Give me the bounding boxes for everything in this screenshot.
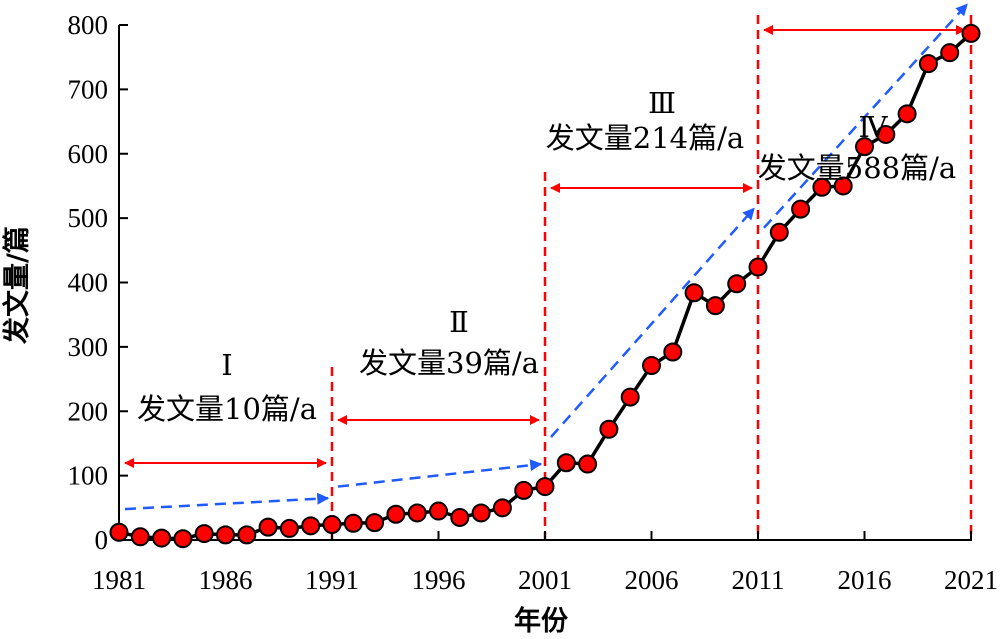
data-point xyxy=(940,43,960,63)
data-point xyxy=(429,501,448,521)
data-point xyxy=(684,283,704,303)
data-point xyxy=(769,222,789,242)
data-point xyxy=(301,516,321,536)
x-tick-label: 1996 xyxy=(412,565,466,595)
data-point xyxy=(876,124,896,144)
data-point xyxy=(237,525,257,545)
data-point xyxy=(109,522,129,542)
data-point xyxy=(194,524,214,544)
data-point xyxy=(599,419,619,439)
data-point xyxy=(279,518,299,538)
trend-layer xyxy=(124,3,968,511)
period-label: Ⅰ xyxy=(221,348,232,382)
data-point xyxy=(152,528,172,548)
x-tick-label: 1991 xyxy=(305,565,359,595)
x-tick-label: 2016 xyxy=(838,565,892,595)
x-tick-label: 1986 xyxy=(199,565,253,595)
data-point xyxy=(855,137,874,157)
tick-layer: 0 100 200 300 400 500 600 700 800 1981 1986 1991 199… xyxy=(68,10,999,595)
trend-arrow xyxy=(763,3,968,229)
data-point xyxy=(514,480,534,500)
data-point xyxy=(556,453,576,473)
data-point xyxy=(642,356,661,376)
data-point xyxy=(663,342,683,362)
y-tick-label: 700 xyxy=(68,74,109,104)
data-point xyxy=(918,54,938,74)
data-point xyxy=(407,503,427,523)
y-tick-label: 200 xyxy=(68,396,109,426)
x-tick-label: 1981 xyxy=(92,565,146,595)
data-point xyxy=(578,454,598,474)
period-rate-label: 发文量588篇/a xyxy=(758,151,956,185)
data-point xyxy=(727,274,747,294)
data-point xyxy=(450,507,470,527)
data-point xyxy=(620,387,640,407)
data-point xyxy=(705,296,725,316)
data-point xyxy=(791,199,811,219)
data-point xyxy=(471,503,491,523)
data-point xyxy=(322,515,342,535)
series-layer xyxy=(109,23,981,549)
data-point xyxy=(258,517,278,537)
period-label: Ⅳ xyxy=(859,110,889,144)
data-point xyxy=(897,104,917,124)
period-rate-label: 发文量214篇/a xyxy=(546,121,744,155)
data-point xyxy=(961,23,981,43)
y-tick-label: 800 xyxy=(68,10,109,40)
data-point xyxy=(833,176,853,196)
data-point xyxy=(216,525,235,545)
data-point xyxy=(535,477,555,497)
data-point xyxy=(386,504,406,524)
y-axis-title: 发文量/篇 xyxy=(1,226,33,345)
x-tick-label: 2001 xyxy=(518,565,572,595)
data-point xyxy=(365,513,385,533)
period-label: Ⅱ xyxy=(449,305,469,339)
period-label: Ⅲ xyxy=(648,86,676,120)
period-rate-label: 发文量10篇/a xyxy=(137,392,317,426)
x-axis-title: 年份 xyxy=(514,605,568,637)
y-tick-label: 100 xyxy=(68,461,109,491)
x-tick-label: 2021 xyxy=(944,565,998,595)
trend-arrow xyxy=(124,492,330,511)
data-point xyxy=(748,257,768,277)
period-layer xyxy=(124,15,973,540)
y-tick-label: 300 xyxy=(68,332,109,362)
data-point xyxy=(812,177,832,197)
data-point xyxy=(173,529,193,549)
trend-arrow xyxy=(337,459,543,488)
data-point xyxy=(343,513,363,533)
data-point xyxy=(492,498,512,518)
y-tick-label: 500 xyxy=(68,203,109,233)
x-tick-label: 2011 xyxy=(732,565,785,595)
y-tick-label: 0 xyxy=(95,525,109,555)
trend-arrow xyxy=(550,207,755,438)
x-tick-label: 2006 xyxy=(625,565,679,595)
y-tick-label: 400 xyxy=(68,268,109,298)
period-rate-label: 发文量39篇/a xyxy=(359,346,539,380)
y-tick-label: 600 xyxy=(68,139,109,169)
data-point xyxy=(130,527,150,547)
